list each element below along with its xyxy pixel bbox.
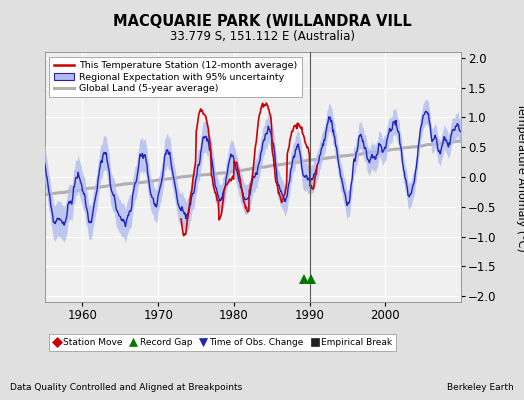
Text: Data Quality Controlled and Aligned at Breakpoints: Data Quality Controlled and Aligned at B… (10, 383, 243, 392)
Text: MACQUARIE PARK (WILLANDRA VILL: MACQUARIE PARK (WILLANDRA VILL (113, 14, 411, 29)
Text: 33.779 S, 151.112 E (Australia): 33.779 S, 151.112 E (Australia) (169, 30, 355, 43)
Text: Berkeley Earth: Berkeley Earth (447, 383, 514, 392)
Legend: Station Move, Record Gap, Time of Obs. Change, Empirical Break: Station Move, Record Gap, Time of Obs. C… (49, 334, 396, 351)
Y-axis label: Temperature Anomaly (°C): Temperature Anomaly (°C) (516, 103, 524, 251)
